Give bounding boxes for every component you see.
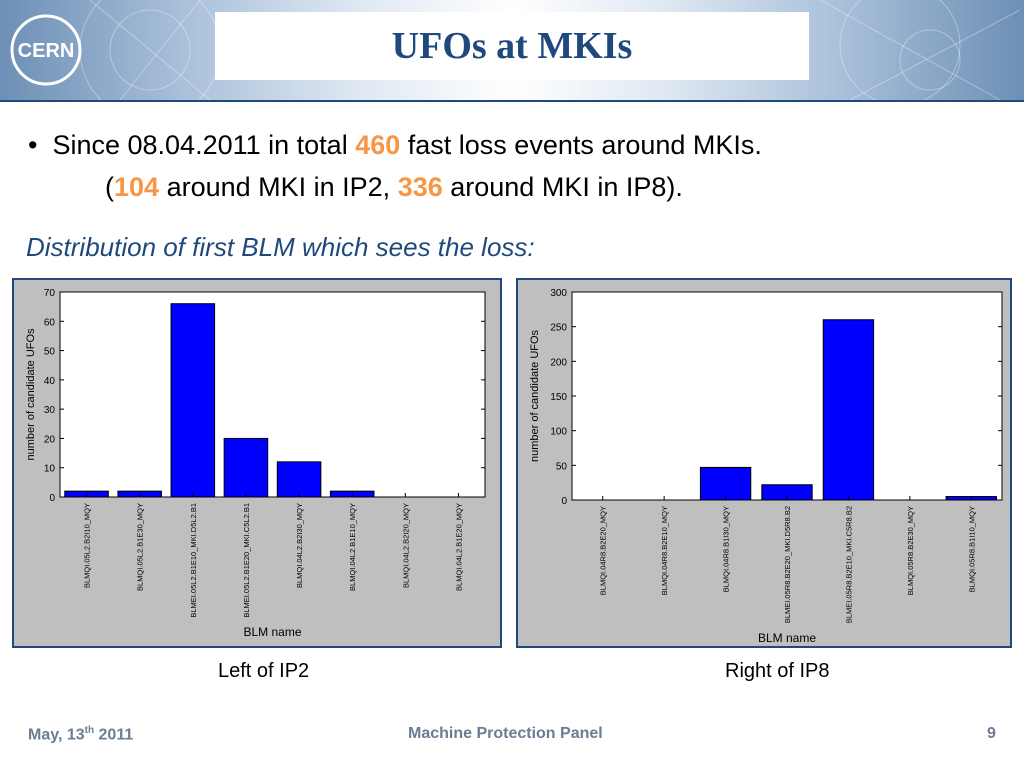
bullet-marker: • — [28, 130, 38, 160]
footer-date-year: 2011 — [94, 726, 134, 744]
bullet-line-2: (104 around MKI in IP2, 336 around MKI i… — [105, 170, 683, 204]
caption-ip2: Left of IP2 — [218, 660, 310, 682]
header-background-pattern — [79, 0, 1021, 100]
x-tick-label: BLMEI.05R8.B2E10_MKI.C5R8.B2 — [844, 506, 853, 623]
bar-5 — [822, 319, 875, 501]
chart-ip8: 0 50 100 150 200 250 300 BLMQI.04R8.B2E20_MQY BL… — [529, 288, 1003, 645]
y-tick-label: 50 — [44, 347, 56, 358]
bullet-text-end: fast loss events around MKIs. — [400, 130, 762, 160]
chart-ip2: 0 10 20 30 40 50 60 70 BLMQI.05L2.B2I10_MQY BLMQI… — [25, 288, 486, 639]
x-tick-label: BLMEI.05L2.B1E20_MKI.C5L2.B1 — [242, 503, 251, 618]
footer-date-sup: th — [84, 725, 95, 736]
footer-center: Machine Protection Panel — [408, 725, 603, 742]
bar-4 — [223, 437, 269, 498]
y-tick-label: 60 — [44, 317, 56, 328]
x-tick-label: BLMQI.05L2.B1E30_MQY — [136, 503, 145, 591]
bullet-text-mid: around MKI in IP2, — [159, 172, 398, 202]
slide-title: UFOs at MKIs — [391, 25, 633, 67]
x-tick-label: BLMQI.05R8.B1I10_MQY — [967, 506, 976, 592]
y-tick-label: 0 — [49, 493, 55, 504]
x-tick-label: BLMQI.05R8.B2E30_MQY — [906, 506, 915, 595]
y-tick-label: 50 — [556, 461, 568, 472]
ip8-count: 336 — [397, 172, 443, 202]
x-tick-label: BLMQI.04R8.B1I30_MQY — [722, 506, 731, 592]
bullet-text-close: around MKI in IP8). — [442, 172, 683, 202]
distribution-subheading: Distribution of first BLM which sees the… — [26, 232, 535, 262]
footer-date: May, 13th 2011 — [28, 725, 133, 744]
svg-text:CERN: CERN — [18, 40, 75, 62]
bar-3 — [170, 303, 216, 498]
y-tick-label: 20 — [44, 434, 56, 445]
y-tick-label: 10 — [44, 464, 56, 475]
footer-date-prefix: May, 13 — [28, 726, 85, 744]
y-axis-label: number of candidate UFOs — [529, 329, 541, 462]
x-tick-label: BLMQI.04L2.B2I20_MQY — [401, 503, 410, 588]
bar-3 — [699, 466, 752, 501]
y-tick-label: 250 — [550, 323, 567, 334]
x-tick-label: BLMEI.05L2.B1E10_MKI.D5L2.B1 — [189, 503, 198, 618]
bar-5 — [276, 461, 322, 498]
x-tick-label: BLMEI.05R8.B2E20_MKI.D5R8.B2 — [783, 506, 792, 623]
x-tick-label: BLMQI.04R8.B2E10_MQY — [660, 506, 669, 595]
caption-ip8: Right of IP8 — [725, 660, 830, 682]
x-tick-label: BLMQI.04L2.B1E10_MQY — [348, 503, 357, 591]
total-count: 460 — [355, 130, 401, 160]
cern-logo: CERN — [10, 14, 82, 86]
y-tick-label: 150 — [550, 392, 567, 403]
x-axis-label: BLM name — [243, 625, 301, 639]
paren-open: ( — [105, 172, 114, 202]
plot-area — [59, 291, 486, 498]
bullet-line-1: • Since 08.04.2011 in total 460 fast los… — [28, 128, 762, 162]
ip2-count: 104 — [114, 172, 160, 202]
y-tick-label: 200 — [550, 357, 567, 368]
plot-area — [571, 291, 1003, 501]
title-box: UFOs at MKIs — [215, 12, 809, 80]
y-tick-label: 300 — [550, 288, 567, 299]
chart-panel-ip2: 0 10 20 30 40 50 60 70 BLMQI.05L2.B2I10_MQY BLMQI… — [12, 278, 502, 648]
slide-header: CERN UFOs at MKIs — [0, 0, 1024, 102]
x-tick-label: BLMQI.04L2.B1E20_MQY — [454, 503, 463, 591]
y-tick-label: 30 — [44, 405, 56, 416]
x-tick-label: BLMQI.04R8.B2E20_MQY — [599, 506, 608, 595]
y-tick-label: 0 — [561, 496, 567, 507]
chart-panel-ip8: 0 50 100 150 200 250 300 BLMQI.04R8.B2E20_MQY BL… — [516, 278, 1012, 648]
y-axis-label: number of candidate UFOs — [25, 328, 37, 461]
x-tick-label: BLMQI.04L2.B2I30_MQY — [295, 503, 304, 588]
x-tick-label: BLMQI.05L2.B2I10_MQY — [83, 503, 92, 588]
y-tick-label: 70 — [44, 288, 56, 299]
bullet-text-start: Since 08.04.2011 in total — [52, 130, 356, 160]
x-axis-label: BLM name — [758, 631, 816, 645]
y-tick-label: 40 — [44, 376, 56, 387]
y-tick-label: 100 — [550, 427, 567, 438]
page-number: 9 — [987, 725, 996, 742]
